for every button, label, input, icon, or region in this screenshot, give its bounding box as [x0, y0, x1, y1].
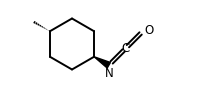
Text: O: O	[145, 24, 154, 37]
Text: C: C	[122, 42, 130, 55]
Text: N: N	[104, 67, 113, 80]
Polygon shape	[94, 57, 110, 68]
